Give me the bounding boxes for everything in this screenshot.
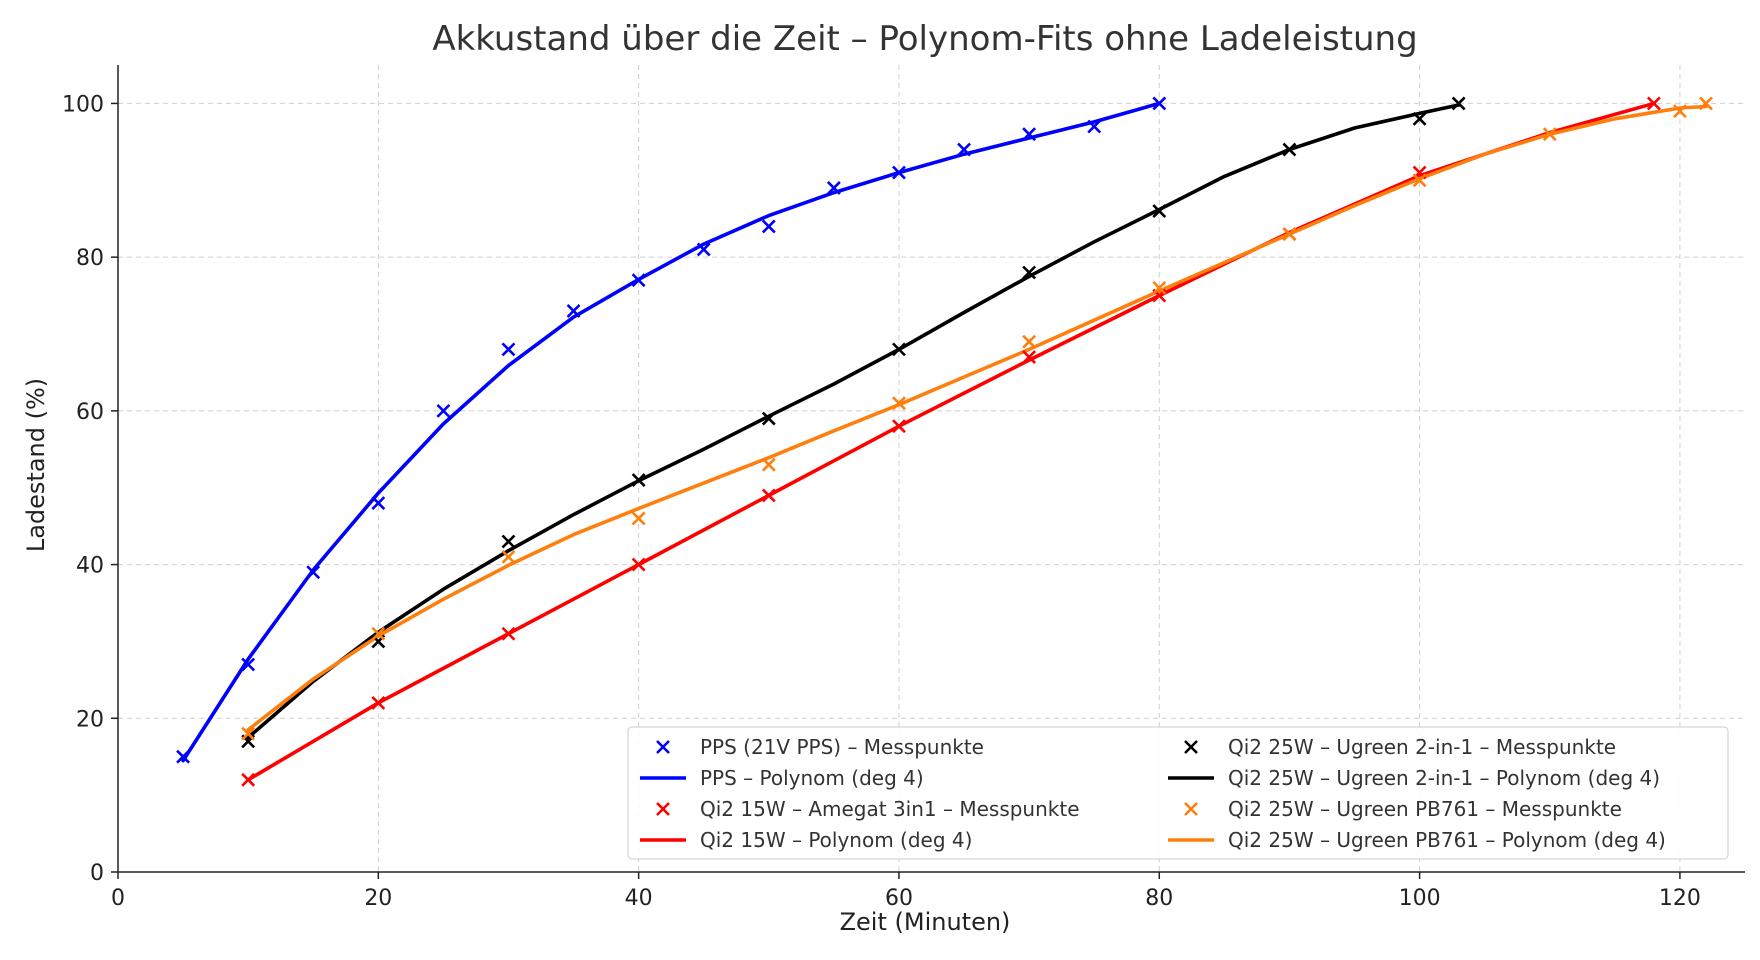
legend-marker-series-3 [1184,802,1198,816]
fit-line-series-0 [181,101,1162,763]
data-point-series-0 [1152,96,1167,111]
data-point-series-1 [241,772,256,787]
data-point-series-2 [761,411,776,426]
x-tick-label: 120 [1659,886,1701,911]
data-point-series-1 [892,419,906,434]
data-point-series-3 [1152,280,1167,295]
legend: PPS (21V PPS) – Messpunkte PPS – Polynom … [627,726,1729,860]
data-point-series-3 [1412,173,1427,188]
y-tick-label: 20 [76,707,104,732]
legend-box [627,726,1729,860]
axes: 0 20 40 60 80 100 120 0 20 40 60 80 100 [62,65,1745,911]
legend-marker-series-1 [656,802,670,816]
data-point-series-3 [371,626,386,641]
x-tick-label: 80 [1145,886,1173,911]
data-point-series-2 [1152,204,1167,218]
y-axis-label: Ladestand (%) [22,378,50,552]
data-point-series-0 [436,403,451,418]
data-point-series-0 [566,304,581,318]
data-point-series-1 [631,557,646,572]
data-point-series-0 [696,242,711,257]
data-point-series-0 [241,657,256,672]
legend-entry-points: Qi2 25W – Ugreen 2-in-1 – Messpunkte [1228,735,1616,759]
legend-entry-points: PPS (21V PPS) – Messpunkte [700,735,984,759]
data-point-series-0 [892,165,906,180]
data-point-series-2 [631,473,646,487]
data-point-series-1 [1646,96,1661,111]
data-point-series-0 [306,565,321,580]
series [176,96,1713,787]
data-point-series-1 [501,626,516,641]
data-point-series-3 [1673,104,1687,119]
chart-title: Akkustand über die Zeit – Polynom-Fits o… [432,19,1417,59]
x-tick-label: 60 [885,886,913,911]
x-axis-label: Zeit (Minuten) [840,908,1011,936]
y-tick-label: 100 [62,92,104,117]
data-point-series-3 [1022,334,1037,349]
fit-line-series-3 [246,104,1708,732]
data-point-series-3 [892,396,906,411]
x-tick-label: 40 [625,886,653,911]
y-tick-label: 80 [76,246,104,271]
data-point-series-1 [1022,350,1037,364]
legend-entry-fit: PPS – Polynom (deg 4) [700,766,924,790]
y-tick-label: 60 [76,400,104,425]
fit-line-series-2 [246,103,1461,740]
data-point-series-3 [761,457,776,472]
legend-entry-fit: Qi2 25W – Ugreen PB761 – Polynom (deg 4) [1228,828,1666,852]
data-point-series-3 [1542,127,1557,142]
y-tick-label: 0 [90,861,104,886]
data-point-series-0 [761,219,776,234]
data-point-series-0 [371,496,386,511]
data-point-series-0 [957,142,971,157]
data-point-series-2 [1282,142,1297,157]
legend-marker-series-0 [656,740,670,754]
legend-marker-series-2 [1184,740,1198,754]
x-tick-label: 100 [1399,886,1441,911]
data-point-series-2 [1022,265,1037,280]
data-point-series-0 [826,181,841,195]
data-point-series-2 [501,534,516,549]
data-point-series-3 [241,726,256,741]
legend-entry-fit: Qi2 15W – Polynom (deg 4) [700,828,972,852]
data-point-series-3 [1699,96,1713,111]
legend-entry-fit: Qi2 25W – Ugreen 2-in-1 – Polynom (deg 4… [1228,766,1660,790]
data-point-series-3 [631,511,646,526]
x-tick-label: 20 [364,886,392,911]
fit-line-series-1 [246,101,1656,782]
data-point-series-2 [1451,96,1466,111]
data-point-series-1 [371,695,386,710]
data-point-series-2 [1412,111,1427,126]
data-point-series-0 [176,749,190,764]
data-point-series-3 [1282,227,1297,242]
data-point-series-0 [501,342,516,357]
legend-entry-points: Qi2 25W – Ugreen PB761 – Messpunkte [1228,797,1622,821]
x-tick-label: 0 [111,886,125,911]
data-point-series-1 [761,488,776,503]
data-point-series-2 [892,342,906,357]
y-tick-label: 40 [76,554,104,579]
data-point-series-3 [501,549,516,564]
data-point-series-0 [1022,127,1037,142]
data-point-series-0 [631,273,646,288]
data-point-series-0 [1087,119,1102,134]
legend-entry-points: Qi2 15W – Amegat 3in1 – Messpunkte [700,797,1080,821]
